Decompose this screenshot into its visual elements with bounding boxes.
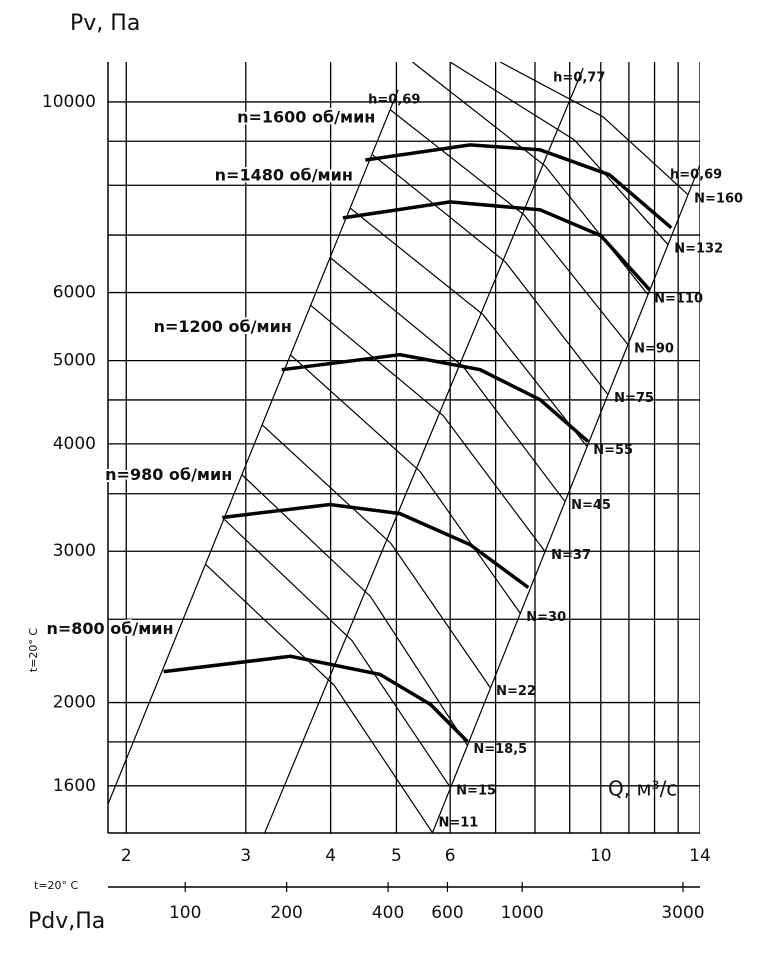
power-line (390, 109, 629, 346)
power-line (372, 154, 609, 396)
x-tick-label: 6 (445, 846, 456, 866)
power-line (309, 304, 546, 552)
efficiency-line (431, 164, 700, 833)
y-axis-title: Pv, Па (70, 11, 140, 36)
x-tick-label: 2 (121, 846, 132, 866)
power-line (499, 62, 689, 196)
power-label: N=22 (496, 684, 536, 699)
y-tick-label: 1600 (53, 776, 96, 796)
speed-curve (342, 200, 651, 291)
y-tick-label: 2000 (53, 693, 96, 713)
x-tick-label: 3 (240, 846, 251, 866)
power-label: N=45 (571, 498, 611, 513)
plot-layer (108, 62, 700, 833)
legend-label: n=1200 об/мин (154, 317, 292, 336)
x2-axis-title: Pdv,Па (28, 909, 105, 934)
efficiency-label: h=0,69 (670, 167, 722, 182)
speed-curve (365, 143, 673, 230)
power-line (261, 424, 491, 688)
y-tick-label: 5000 (53, 351, 96, 371)
x-tick-label: 10 (590, 846, 612, 866)
legend-label: n=1600 об/мин (237, 107, 375, 126)
power-label: N=15 (456, 784, 496, 799)
x2-tick-label: 200 (270, 903, 302, 923)
x2-tick-label: 100 (169, 903, 201, 923)
power-line (289, 354, 521, 614)
power-label: N=37 (551, 548, 591, 563)
x-tick-label: 5 (391, 846, 402, 866)
x-tick-label: 4 (325, 846, 336, 866)
efficiency-line (108, 89, 399, 805)
power-label: N=110 (654, 291, 703, 306)
speed-curve (281, 352, 590, 443)
speed-curve (222, 502, 530, 589)
y-tick-label: 10000 (42, 92, 96, 112)
power-label: N=11 (438, 816, 478, 831)
power-label: N=90 (634, 341, 674, 356)
power-label: N=132 (674, 241, 723, 256)
x2-tick-label: 400 (372, 903, 404, 923)
x2-note: t=20° C (34, 879, 79, 892)
y-side-note: t=20° C (27, 628, 40, 673)
power-line (223, 519, 451, 788)
x2-tick-label: 3000 (661, 903, 704, 923)
y-tick-label: 4000 (53, 434, 96, 454)
legend-label: n=1480 об/мин (215, 165, 353, 184)
y-tick-label: 6000 (53, 283, 96, 303)
x2-tick-label: 1000 (501, 903, 544, 923)
power-line (205, 564, 433, 833)
efficiency-label: h=0,77 (553, 71, 605, 86)
y-tick-label: 3000 (53, 541, 96, 561)
speed-curve (163, 654, 469, 743)
power-line (449, 62, 669, 246)
power-line (349, 207, 588, 448)
efficiency-line (264, 67, 584, 833)
power-label: N=75 (614, 391, 654, 406)
efficiency-label: h=0,69 (368, 92, 420, 107)
x-tick-label: 14 (689, 846, 711, 866)
power-label: N=30 (526, 610, 566, 625)
power-label: N=160 (694, 191, 743, 206)
legend-label: n=800 об/мин (46, 619, 173, 638)
x2-tick-label: 600 (431, 903, 463, 923)
x-axis-title: Q, м³/с (608, 777, 677, 801)
power-label: N=18,5 (473, 742, 527, 757)
legend-label: n=980 об/мин (105, 465, 232, 484)
power-label: N=55 (593, 443, 633, 458)
power-line (241, 474, 468, 746)
